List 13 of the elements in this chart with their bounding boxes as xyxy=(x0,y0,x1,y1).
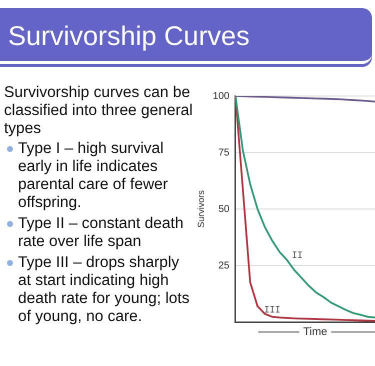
y-tick-label: 75 xyxy=(218,147,230,158)
text: Type II – constant death rate over life span xyxy=(18,215,184,251)
y-axis-title: Survivors xyxy=(196,190,206,228)
series-label: II xyxy=(292,251,303,262)
text: Type III – drops sharply at start indicating high death rate for young; lots of young, no care. xyxy=(18,254,190,326)
y-tick-label: 100 xyxy=(212,90,230,102)
x-axis-title: Time xyxy=(303,326,328,338)
y-tick-label: 50 xyxy=(218,204,230,215)
series-label: III xyxy=(264,306,280,316)
chart-title: Survivorship Curves xyxy=(0,8,372,64)
text: Survivorship curves can be classified into three general types xyxy=(4,84,194,138)
text: Type I – high survival early in life indicates parental care of fewer offspring. xyxy=(18,140,169,212)
y-tick-label: 25 xyxy=(218,260,230,272)
